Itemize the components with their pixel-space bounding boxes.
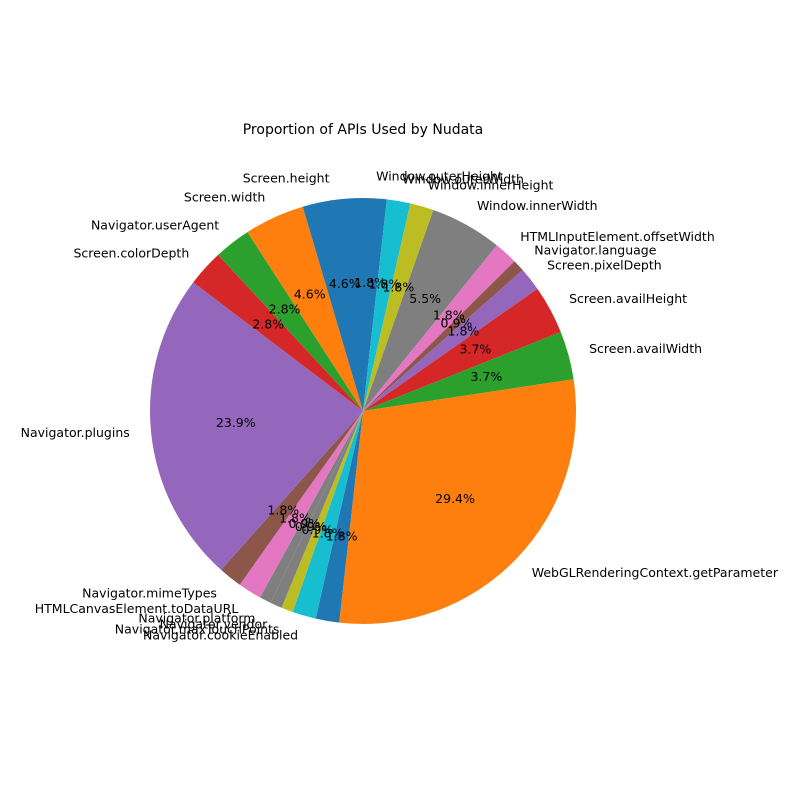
slice-percent-label: 1.8% (369, 277, 401, 292)
pie-slice (239, 411, 363, 598)
pie-slice (363, 331, 574, 411)
slice-percent-label: 3.7% (470, 369, 502, 384)
slice-label: Navigator.cookieEnabled (143, 628, 298, 643)
slice-label: Screen.height (243, 171, 330, 186)
slice-percent-label: 4.6% (329, 276, 361, 291)
slice-label: Screen.availHeight (569, 291, 687, 306)
slice-percent-label: 1.8% (326, 528, 358, 543)
pie-slice (193, 254, 363, 411)
pie-slice (221, 411, 363, 585)
slice-percent-label: 0.9% (302, 522, 334, 537)
slice-percent-label: 4.6% (294, 286, 326, 301)
slice-label: Window.innerHeight (428, 177, 554, 192)
pie-slice (363, 270, 538, 411)
slice-percent-label: 29.4% (435, 491, 475, 506)
pie-slice (363, 245, 515, 411)
slice-percent-label: 23.9% (216, 415, 256, 430)
pie-slice (363, 198, 387, 411)
slice-label: HTMLInputElement.offsetWidth (520, 229, 715, 244)
slice-label: Screen.width (184, 190, 265, 205)
slice-percent-label: 0.9% (295, 519, 327, 534)
slice-percent-label: 1.8% (267, 502, 299, 517)
slice-label: Window.outerHeight (376, 169, 503, 184)
slice-label: Navigator.mimeTypes (82, 586, 217, 601)
slice-percent-label: 1.8% (354, 275, 386, 290)
pie-slice (149, 282, 363, 570)
chart-title: Proportion of APIs Used by Nudata (243, 122, 484, 138)
slice-label: Window.outerWidth (402, 172, 524, 187)
slice-percent-label: 1.8% (312, 525, 344, 540)
slice-label: WebGLRenderingContext.getParameter (532, 565, 779, 580)
pie-slice (281, 411, 363, 613)
pie-slice (339, 379, 576, 624)
pie-slice (218, 232, 363, 411)
slice-label: Navigator.language (534, 243, 656, 258)
pie-slice (292, 411, 363, 619)
slice-percent-label: 0.9% (288, 516, 320, 531)
slice-percent-label: 2.8% (252, 317, 284, 332)
pie-slice (363, 288, 561, 411)
slice-percent-label: 2.8% (269, 302, 301, 317)
slice-percent-label: 1.8% (433, 308, 465, 323)
pie-slice (363, 203, 434, 411)
slice-label: Window.innerWidth (477, 198, 598, 213)
pie-slices (149, 198, 576, 624)
pie-labels: Window.outerHeight 1.8% Window.outerWidth 1… (21, 169, 779, 643)
slice-percent-label: 1.8% (448, 323, 480, 338)
pie-slice (315, 411, 363, 623)
slice-percent-label: 3.7% (460, 342, 492, 357)
slice-percent-label: 1.8% (382, 280, 414, 295)
pie-slice (363, 199, 411, 411)
pie-slice (270, 411, 363, 608)
pie-slice (259, 411, 363, 603)
slice-label: Navigator.platform (138, 611, 255, 626)
slice-label: Navigator.userAgent (91, 218, 219, 233)
pie-slice (363, 261, 523, 411)
slice-percent-label: 1.8% (279, 511, 311, 526)
pie-slice (247, 206, 363, 411)
slice-label: Screen.colorDepth (73, 245, 189, 260)
pie-slice (363, 209, 497, 411)
slice-label: Screen.pixelDepth (547, 258, 662, 273)
slice-label: Navigator.plugins (21, 425, 130, 440)
slice-label: HTMLCanvasElement.toDataURL (35, 601, 239, 616)
slice-label: Navigator.maxTouchPoints (115, 621, 280, 636)
pie-slice (302, 198, 363, 411)
slice-percent-label: 5.5% (409, 291, 441, 306)
slice-label: Screen.availWidth (589, 341, 702, 356)
slice-percent-label: 0.9% (441, 315, 473, 330)
slice-label: Navigator.vendor (160, 616, 269, 631)
